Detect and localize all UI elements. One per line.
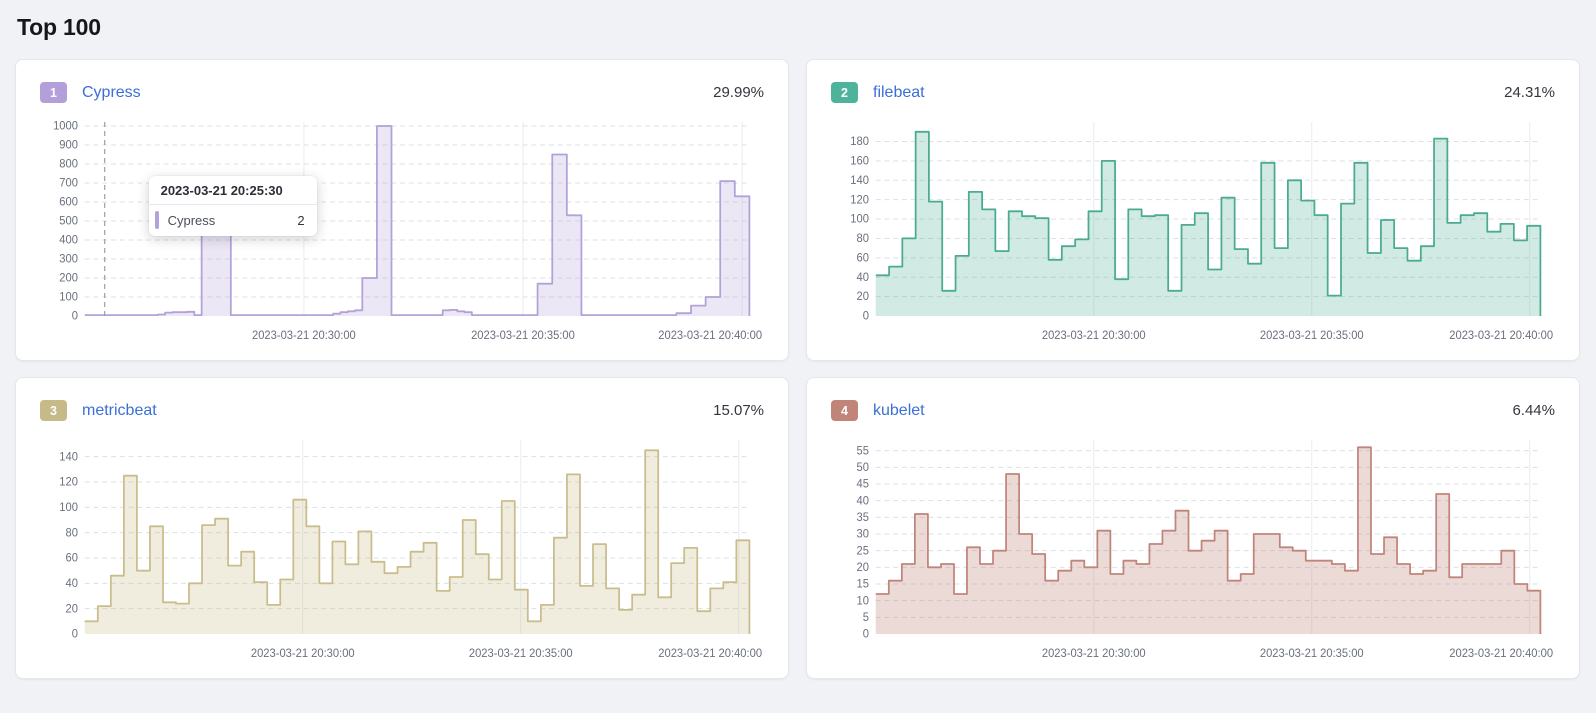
tooltip-timestamp: 2023-03-21 20:25:30 xyxy=(148,176,317,206)
svg-text:15: 15 xyxy=(857,578,869,590)
metric-card-filebeat: 2 filebeat 24.31% 0 20 40 60 80 100 120 140 160 1… xyxy=(806,59,1580,361)
svg-text:0: 0 xyxy=(863,310,869,322)
svg-text:2023-03-21 20:40:00: 2023-03-21 20:40:00 xyxy=(1449,648,1553,660)
svg-text:2023-03-21 20:40:00: 2023-03-21 20:40:00 xyxy=(658,648,762,660)
svg-text:100: 100 xyxy=(59,291,78,303)
svg-text:2023-03-21 20:30:00: 2023-03-21 20:30:00 xyxy=(251,648,355,660)
series-link-metricbeat[interactable]: metricbeat xyxy=(82,401,157,419)
svg-text:120: 120 xyxy=(850,194,869,206)
cards-grid: 1 Cypress 29.99% 2023-03-21 20:25:30 Cyp… xyxy=(15,59,1580,679)
chart-svg: 0 20 40 60 80 100 120 140 2023-03-21 20:30:00 202… xyxy=(59,440,762,660)
svg-text:2023-03-21 20:35:00: 2023-03-21 20:35:00 xyxy=(1260,648,1364,660)
svg-text:45: 45 xyxy=(857,478,869,490)
metric-card-cypress: 1 Cypress 29.99% 2023-03-21 20:25:30 Cyp… xyxy=(15,59,789,361)
series-link-filebeat[interactable]: filebeat xyxy=(873,83,925,101)
chart-tooltip: 2023-03-21 20:25:30 Cypress 2 xyxy=(148,176,317,237)
chart-area-filebeat[interactable]: 0 20 40 60 80 100 120 140 160 180 2023-03-21 20:30… xyxy=(831,116,1555,348)
svg-text:40: 40 xyxy=(857,495,869,507)
rank-badge: 4 xyxy=(831,400,858,421)
svg-text:20: 20 xyxy=(66,603,78,615)
svg-text:40: 40 xyxy=(66,578,78,590)
svg-text:50: 50 xyxy=(857,462,869,474)
metric-card-metricbeat: 3 metricbeat 15.07% 0 20 40 60 80 100 120 140 20… xyxy=(15,377,789,679)
svg-text:900: 900 xyxy=(59,139,78,151)
chart-area-cypress[interactable]: 2023-03-21 20:25:30 Cypress 2 0 100 200 300… xyxy=(40,116,764,348)
svg-text:55: 55 xyxy=(857,445,869,457)
metric-card-kubelet: 4 kubelet 6.44% 0 5 10 15 20 25 30 35 40 45 50 55 20… xyxy=(806,377,1580,679)
svg-text:700: 700 xyxy=(59,177,78,189)
svg-text:0: 0 xyxy=(72,628,78,640)
tooltip-series-value: 2 xyxy=(297,212,305,228)
svg-text:180: 180 xyxy=(850,136,869,148)
svg-text:80: 80 xyxy=(857,233,869,245)
svg-text:0: 0 xyxy=(863,628,869,640)
svg-text:140: 140 xyxy=(59,451,78,463)
svg-text:2023-03-21 20:35:00: 2023-03-21 20:35:00 xyxy=(469,648,573,660)
svg-text:600: 600 xyxy=(59,196,78,208)
svg-text:80: 80 xyxy=(66,527,78,539)
svg-text:2023-03-21 20:35:00: 2023-03-21 20:35:00 xyxy=(1260,330,1364,342)
svg-text:500: 500 xyxy=(59,215,78,227)
svg-text:400: 400 xyxy=(59,234,78,246)
svg-text:100: 100 xyxy=(850,214,869,226)
svg-text:60: 60 xyxy=(66,552,78,564)
svg-text:800: 800 xyxy=(59,158,78,170)
svg-text:0: 0 xyxy=(72,310,78,322)
svg-text:60: 60 xyxy=(857,252,869,264)
series-link-cypress[interactable]: Cypress xyxy=(82,83,141,101)
svg-text:2023-03-21 20:35:00: 2023-03-21 20:35:00 xyxy=(471,330,575,342)
card-header: 2 filebeat 24.31% xyxy=(831,82,1555,103)
svg-text:2023-03-21 20:30:00: 2023-03-21 20:30:00 xyxy=(1042,648,1146,660)
chart-svg: 0 20 40 60 80 100 120 140 160 180 2023-03-21 20:30… xyxy=(850,122,1553,342)
tooltip-series-name: Cypress xyxy=(167,212,216,228)
rank-badge: 3 xyxy=(40,400,67,421)
svg-text:20: 20 xyxy=(857,562,869,574)
tooltip-series-marker xyxy=(154,211,159,230)
svg-text:2023-03-21 20:40:00: 2023-03-21 20:40:00 xyxy=(658,330,762,342)
svg-text:10: 10 xyxy=(857,595,869,607)
svg-text:160: 160 xyxy=(850,155,869,167)
svg-text:2023-03-21 20:30:00: 2023-03-21 20:30:00 xyxy=(1042,330,1146,342)
card-header: 4 kubelet 6.44% xyxy=(831,400,1555,421)
svg-text:200: 200 xyxy=(59,272,78,284)
page-title: Top 100 xyxy=(17,14,101,40)
chart-area-kubelet[interactable]: 0 5 10 15 20 25 30 35 40 45 50 55 2023-03-21 20:30:0… xyxy=(831,434,1555,666)
svg-text:100: 100 xyxy=(59,502,78,514)
rank-badge: 2 xyxy=(831,82,858,103)
svg-text:300: 300 xyxy=(59,253,78,265)
card-header: 3 metricbeat 15.07% xyxy=(40,400,764,421)
percent-value: 29.99% xyxy=(713,84,764,101)
svg-text:2023-03-21 20:30:00: 2023-03-21 20:30:00 xyxy=(252,330,356,342)
series-link-kubelet[interactable]: kubelet xyxy=(873,401,925,419)
chart-svg: 0 5 10 15 20 25 30 35 40 45 50 55 2023-03-21 20:30:0… xyxy=(857,440,1553,660)
rank-badge: 1 xyxy=(40,82,67,103)
svg-text:25: 25 xyxy=(857,545,869,557)
chart-area-metricbeat[interactable]: 0 20 40 60 80 100 120 140 2023-03-21 20:30:00 202… xyxy=(40,434,764,666)
percent-value: 15.07% xyxy=(713,402,764,419)
tooltip-row: Cypress 2 xyxy=(149,205,317,236)
svg-text:35: 35 xyxy=(857,512,869,524)
percent-value: 6.44% xyxy=(1512,402,1555,419)
svg-text:40: 40 xyxy=(857,272,869,284)
card-header: 1 Cypress 29.99% xyxy=(40,82,764,103)
svg-text:30: 30 xyxy=(857,528,869,540)
svg-text:140: 140 xyxy=(850,175,869,187)
svg-text:5: 5 xyxy=(863,612,869,624)
svg-text:120: 120 xyxy=(59,476,78,488)
svg-text:2023-03-21 20:40:00: 2023-03-21 20:40:00 xyxy=(1449,330,1553,342)
percent-value: 24.31% xyxy=(1504,84,1555,101)
svg-text:20: 20 xyxy=(857,291,869,303)
svg-text:1000: 1000 xyxy=(53,120,78,132)
